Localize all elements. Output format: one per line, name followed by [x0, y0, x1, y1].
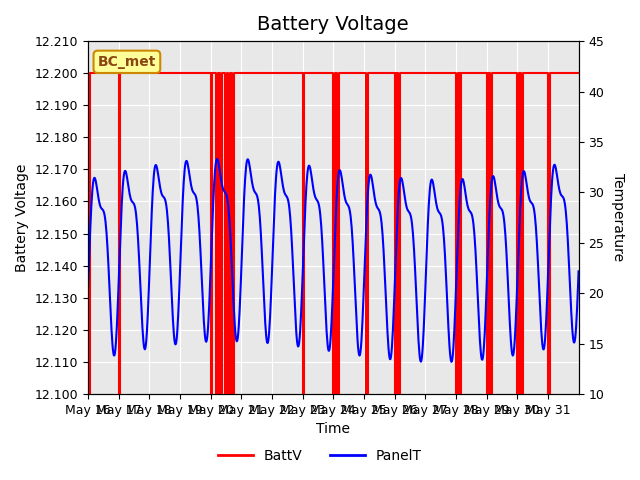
Y-axis label: Temperature: Temperature — [611, 173, 625, 262]
Title: Battery Voltage: Battery Voltage — [257, 15, 409, 34]
Legend: BattV, PanelT: BattV, PanelT — [212, 443, 428, 468]
Text: BC_met: BC_met — [98, 55, 156, 69]
X-axis label: Time: Time — [316, 422, 350, 436]
Y-axis label: Battery Voltage: Battery Voltage — [15, 163, 29, 272]
